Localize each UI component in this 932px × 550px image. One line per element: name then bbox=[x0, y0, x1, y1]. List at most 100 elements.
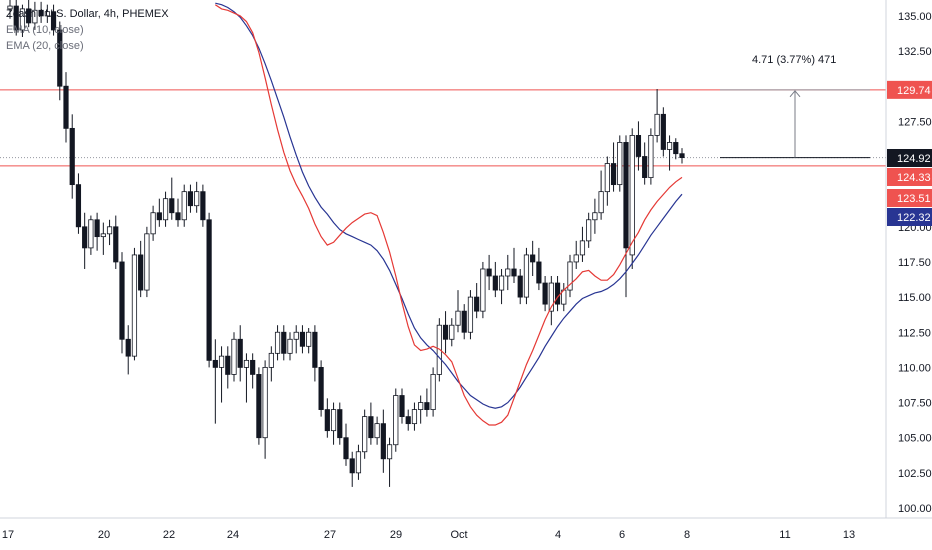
ema-lines bbox=[214, 2, 683, 426]
candle bbox=[349, 451, 355, 487]
legend-symbol[interactable]: Zcash / U.S. Dollar, 4h, PHEMEX bbox=[6, 8, 169, 20]
candle bbox=[225, 346, 231, 389]
price-tag-bg bbox=[887, 80, 932, 99]
candle bbox=[660, 107, 666, 157]
candle-body-up bbox=[604, 163, 610, 193]
candle bbox=[554, 276, 561, 312]
price-tag-ema_slow: 122.32 bbox=[887, 208, 932, 226]
candle-body-up bbox=[100, 233, 106, 238]
candle-body-up bbox=[386, 444, 393, 460]
chart-legend: Zcash / U.S. Dollar, 4h, PHEMEX EMA (10,… bbox=[6, 6, 169, 54]
candle-body-up bbox=[144, 233, 150, 291]
ema-10-line bbox=[214, 4, 683, 426]
candle-body-down bbox=[200, 191, 206, 221]
candle bbox=[617, 135, 623, 192]
candle bbox=[368, 402, 374, 445]
candle bbox=[88, 215, 94, 255]
candle bbox=[486, 254, 492, 291]
candle bbox=[673, 138, 679, 160]
candle bbox=[399, 388, 405, 424]
legend-ema-10[interactable]: EMA (10, close) bbox=[6, 24, 84, 36]
candle bbox=[442, 311, 449, 354]
candle-body-down bbox=[530, 254, 536, 263]
candle-body-down bbox=[82, 226, 88, 249]
level-lines bbox=[0, 89, 886, 167]
candle bbox=[343, 423, 349, 466]
candle-body-down bbox=[492, 275, 498, 291]
candle bbox=[449, 318, 455, 347]
candle bbox=[231, 332, 237, 382]
candle-body-up bbox=[274, 331, 281, 354]
candle bbox=[579, 226, 586, 262]
x-tick-label: 6 bbox=[619, 529, 625, 541]
legend-ema-20[interactable]: EMA (20, close) bbox=[6, 40, 84, 52]
candle bbox=[430, 367, 436, 417]
candle-body-down bbox=[175, 212, 181, 221]
candle bbox=[212, 339, 218, 424]
x-tick-label: 20 bbox=[98, 529, 110, 541]
x-tick-label: 17 bbox=[2, 529, 14, 541]
candle bbox=[337, 402, 343, 445]
candle-body-down bbox=[554, 282, 561, 305]
candle bbox=[455, 290, 461, 333]
candle bbox=[32, 1, 38, 30]
x-tick-label: 29 bbox=[390, 529, 402, 541]
candle-body-up bbox=[548, 282, 554, 312]
candle-body-down bbox=[399, 395, 405, 418]
candle bbox=[530, 240, 536, 277]
y-tick-label: 105.00 bbox=[898, 433, 932, 445]
candle-body-up bbox=[666, 142, 673, 150]
candle bbox=[194, 181, 200, 213]
y-tick-label: 127.50 bbox=[898, 116, 932, 128]
price-tag-text: 124.33 bbox=[897, 172, 931, 184]
candle-body-up bbox=[411, 409, 418, 425]
candle-body-up bbox=[418, 402, 424, 410]
candle-body-down bbox=[442, 324, 449, 340]
candle-body-down bbox=[237, 338, 243, 368]
y-tick-label: 100.00 bbox=[898, 503, 932, 515]
candle bbox=[474, 283, 480, 319]
candle-body-down bbox=[542, 282, 548, 305]
candle bbox=[250, 353, 256, 389]
price-tag-bg bbox=[887, 208, 932, 226]
candle-body-up bbox=[592, 212, 598, 221]
candle-body-up bbox=[598, 191, 604, 214]
x-tick-label: 24 bbox=[227, 529, 239, 541]
candle bbox=[50, 4, 57, 36]
candle-body-down bbox=[113, 226, 119, 263]
x-tick-label: 11 bbox=[779, 529, 790, 541]
candle bbox=[100, 222, 106, 255]
candle bbox=[312, 325, 318, 382]
y-tick-label: 107.50 bbox=[898, 398, 932, 410]
candle bbox=[200, 184, 206, 227]
candle bbox=[411, 402, 418, 431]
candle-body-down bbox=[125, 338, 131, 357]
candle-body-down bbox=[94, 219, 100, 238]
candle-body-down bbox=[536, 261, 542, 284]
candle-body-up bbox=[586, 219, 592, 242]
candle-body-up bbox=[150, 212, 156, 235]
candle-body-down bbox=[299, 331, 306, 347]
candle bbox=[82, 212, 88, 269]
candle-body-up bbox=[467, 296, 474, 333]
candle bbox=[169, 177, 175, 220]
candle bbox=[181, 184, 187, 227]
candle-body-down bbox=[623, 142, 629, 249]
candle bbox=[374, 416, 380, 445]
price-tag-bg bbox=[887, 189, 932, 207]
candle-body-down bbox=[281, 331, 287, 354]
candle bbox=[523, 247, 530, 305]
candle-body-down bbox=[349, 458, 355, 474]
candle bbox=[206, 212, 212, 368]
candle bbox=[243, 353, 250, 403]
candle-body-down bbox=[461, 310, 467, 333]
candle-body-up bbox=[181, 191, 187, 221]
candle bbox=[604, 156, 610, 206]
candle-body-up bbox=[393, 395, 399, 446]
candle-body-up bbox=[654, 113, 660, 136]
y-tick-label: 112.50 bbox=[898, 327, 931, 339]
candle-body-down bbox=[318, 366, 324, 410]
candle-body-down bbox=[57, 29, 63, 87]
candle-body-down bbox=[635, 135, 642, 157]
